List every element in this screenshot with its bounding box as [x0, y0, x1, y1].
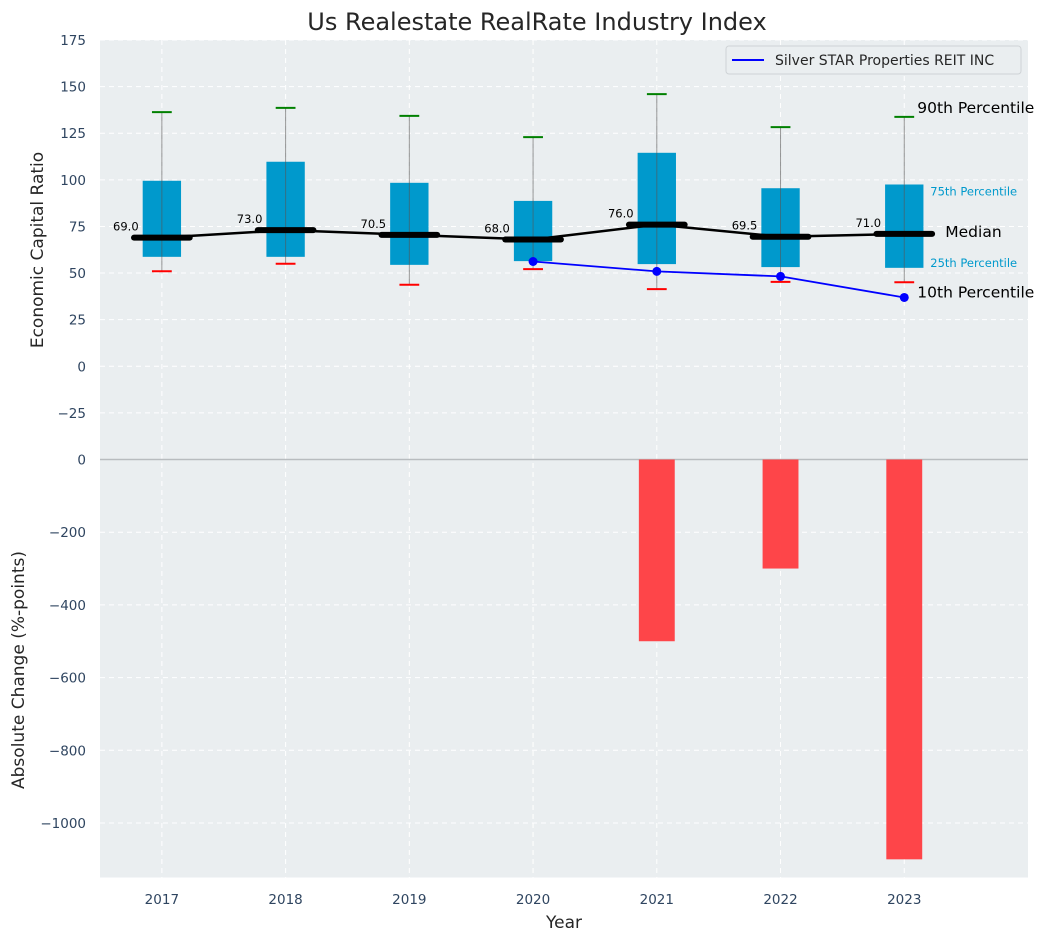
top-panel-background [100, 40, 1028, 460]
median-value-label: 69.0 [113, 220, 139, 234]
top-y-tick-label: 75 [69, 219, 86, 235]
company-point-2020 [528, 256, 538, 266]
top-y-tick-label: 25 [69, 313, 86, 329]
box-2023 [885, 115, 924, 284]
annotation-10th-percentile: 10th Percentile [917, 283, 1034, 301]
top-y-tick-label: 0 [77, 359, 86, 375]
company-line [532, 260, 905, 299]
x-tick-label: 2021 [640, 892, 674, 908]
x-tick-label: 2017 [145, 892, 179, 908]
top-y-tick-label: 125 [60, 126, 86, 142]
boxes-group [142, 93, 924, 291]
median-value-label: 70.5 [361, 217, 387, 231]
bar-2022 [762, 459, 799, 569]
company-line-group [528, 256, 909, 302]
bar-2021 [638, 459, 675, 642]
box-2019 [390, 114, 429, 286]
median-value-label: 71.0 [855, 216, 881, 230]
annotation-75th-percentile: 75th Percentile [930, 184, 1017, 198]
bottom-y-tick-label: −200 [49, 525, 86, 541]
top-y-tick-label: −25 [58, 406, 87, 422]
company-point-2022 [776, 271, 786, 281]
median-line-group [131, 221, 936, 243]
bottom-y-tick-label: −600 [49, 671, 86, 687]
x-tick-label: 2019 [392, 892, 426, 908]
top-y-tick-label: 100 [60, 173, 86, 189]
annotation-25th-percentile: 25th Percentile [930, 256, 1017, 270]
annotation-median: Median [945, 223, 1001, 241]
x-axis-label: Year [545, 913, 582, 933]
top-y-tick-label: 175 [60, 33, 86, 49]
median-value-label: 68.0 [484, 221, 510, 235]
bottom-panel-background [100, 459, 1028, 878]
box-2021 [637, 93, 676, 291]
bars-group [638, 459, 923, 860]
bar-2023 [886, 459, 923, 860]
bottom-y-tick-label: 0 [77, 453, 86, 469]
bottom-y-tick-label: −400 [49, 598, 86, 614]
ticks-group: 175 150 125 100 75 50 25 0 −25 0 −200 −400 −600 −800 −… [40, 33, 921, 908]
x-tick-label: 2018 [268, 892, 302, 908]
x-tick-label: 2022 [763, 892, 797, 908]
median-value-label: 76.0 [608, 207, 634, 221]
median-labels-group: 69.0 73.0 70.5 68.0 76.0 69.5 71.0 [113, 207, 881, 236]
top-y-tick-label: 50 [69, 266, 86, 282]
top-y-axis-label: Economic Capital Ratio [28, 152, 48, 348]
chart-title: Us Realestate RealRate Industry Index [307, 8, 766, 36]
legend-label-company: Silver STAR Properties REIT INC [775, 53, 994, 69]
x-tick-label: 2020 [516, 892, 550, 908]
legend-box [725, 45, 1022, 75]
bottom-y-axis-label: Absolute Change (%-points) [9, 551, 29, 789]
box-2020 [513, 136, 553, 271]
x-tick-label: 2023 [887, 892, 921, 908]
legend: Silver STAR Properties REIT INC [725, 45, 1022, 75]
company-point-2021 [652, 266, 662, 276]
bottom-y-tick-label: −800 [49, 743, 86, 759]
top-y-tick-label: 150 [60, 80, 86, 96]
box-2017 [142, 111, 182, 273]
median-value-label: 69.5 [732, 219, 758, 233]
bottom-y-tick-label: −1000 [40, 816, 86, 832]
box-2018 [266, 106, 305, 265]
box-2022 [761, 126, 800, 283]
median-value-label: 73.0 [237, 212, 263, 226]
company-point-2023 [899, 292, 909, 302]
annotation-90th-percentile: 90th Percentile [917, 99, 1034, 117]
